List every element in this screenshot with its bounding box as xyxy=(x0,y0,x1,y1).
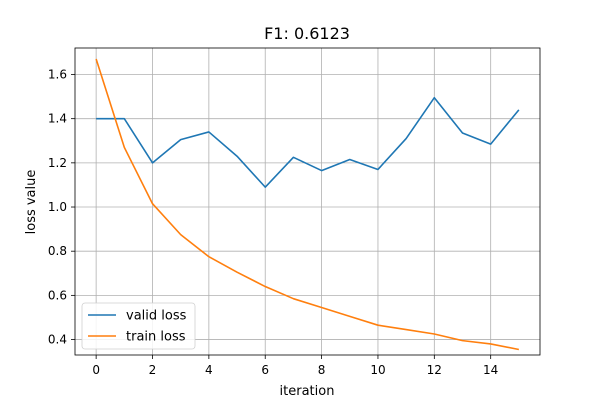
plot-frame xyxy=(74,47,541,356)
x-tick-label: 4 xyxy=(205,363,213,377)
x-tick-label: 10 xyxy=(370,363,385,377)
y-tick-label: 1.4 xyxy=(48,112,67,126)
series-lines xyxy=(95,58,520,351)
legend-label: valid loss xyxy=(126,309,187,324)
y-tick-label: 1.6 xyxy=(48,68,67,82)
y-tick-label: 0.6 xyxy=(48,288,67,302)
axes-frame xyxy=(74,47,541,356)
y-tick-label: 0.8 xyxy=(48,244,67,258)
x-tick-label: 14 xyxy=(483,363,498,377)
legend: valid loss train loss xyxy=(81,302,196,350)
axis-ticks: 0 2 4 6 8 10 12 14 0.4 0.6 0.8 1.0 1.2 1.4 1.6 xyxy=(48,68,498,377)
series-line-train-loss xyxy=(95,58,520,351)
x-tick-label: 0 xyxy=(92,363,100,377)
x-tick-label: 6 xyxy=(261,363,269,377)
legend-label: train loss xyxy=(126,330,186,345)
y-tick-label: 1.0 xyxy=(48,200,67,214)
y-tick-label: 1.2 xyxy=(48,156,67,170)
y-axis-label: loss value xyxy=(24,170,39,235)
chart-title: F1: 0.6123 xyxy=(264,24,350,43)
grid-lines xyxy=(75,48,540,355)
x-tick-label: 8 xyxy=(318,363,326,377)
y-tick-label: 0.4 xyxy=(48,333,67,347)
x-axis-label: iteration xyxy=(280,384,335,399)
x-tick-label: 12 xyxy=(427,363,442,377)
series-line-valid-loss xyxy=(96,96,520,188)
x-tick-label: 2 xyxy=(149,363,157,377)
